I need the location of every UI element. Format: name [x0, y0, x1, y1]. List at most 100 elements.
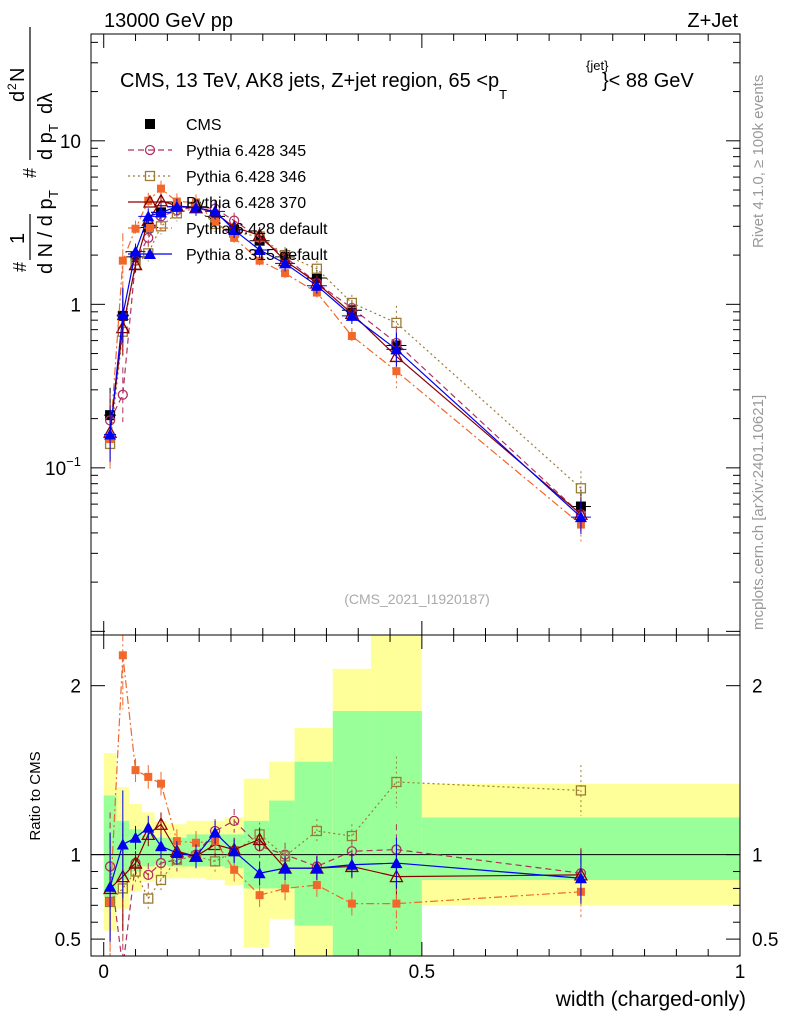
- series-line: [109, 200, 582, 515]
- legend-marker: [145, 119, 155, 129]
- legend-marker: [144, 248, 156, 259]
- ratio-point: [155, 874, 167, 886]
- data-point: [252, 227, 267, 241]
- ratio-point: [155, 857, 167, 869]
- ratio-point: [118, 651, 127, 660]
- ratio-point: [170, 846, 183, 858]
- main-title: CMS, 13 TeV, AK8 jets, Z+jet region, 65 …: [120, 58, 694, 102]
- ratio-point: [144, 772, 153, 781]
- data-point: [281, 269, 290, 278]
- ratio-point: [392, 899, 401, 908]
- legend-marker: [144, 170, 156, 182]
- analysis-watermark: (CMS_2021_I1920187): [344, 591, 490, 607]
- ratio-point: [143, 869, 154, 881]
- data-point: [118, 256, 127, 265]
- data-point: [253, 243, 266, 255]
- data-point: [155, 221, 167, 232]
- ratio-point: [129, 831, 142, 843]
- legend-label: Pythia 6.428 370: [186, 195, 306, 212]
- ratio-point: [228, 845, 241, 857]
- series-line: [109, 207, 582, 489]
- main-panel: 10−1 1 10 CMS, 13 TeV, AK8 jets, Z+jet reg…: [5, 27, 741, 636]
- data-point: [392, 367, 401, 376]
- ratio-point: [391, 776, 402, 788]
- header-left: 13000 GeV pp: [104, 10, 233, 32]
- ratio-x-tick-label: 0.5: [409, 962, 435, 983]
- data-point: [104, 428, 117, 440]
- ratio-y-tick-label: 2: [70, 677, 81, 698]
- ratio-point: [104, 880, 117, 892]
- svg-text:d p: d p: [35, 132, 57, 160]
- series-pythia-8-315-default: [104, 198, 591, 535]
- ratio-point: [310, 862, 323, 874]
- ratio-point: [118, 963, 127, 972]
- ratio-point: [128, 855, 143, 869]
- ratio-point: [312, 881, 321, 890]
- svg-text:2: 2: [5, 83, 19, 90]
- ratio-uncertainty-bands: [103, 635, 740, 956]
- rivet-label: Rivet 4.1.0, ≥ 100k events: [750, 75, 767, 248]
- main-series: [102, 180, 591, 542]
- series-line: [109, 187, 582, 526]
- ratio-point: [131, 766, 140, 775]
- ratio-point: [209, 856, 221, 867]
- data-point: [575, 483, 587, 494]
- data-point: [116, 309, 129, 321]
- ratio-point: [154, 840, 167, 852]
- data-point: [144, 196, 153, 205]
- data-point: [255, 256, 264, 265]
- ratio-y-label: Ratio to CMS: [27, 751, 44, 840]
- ratio-point: [116, 838, 129, 850]
- y-tick-label: 1: [70, 295, 81, 316]
- ratio-point: [575, 785, 587, 796]
- ratio-y-tick-label: 0.5: [55, 930, 81, 951]
- series-pythia-6-428-default: [106, 180, 585, 542]
- svg-text:d: d: [7, 91, 29, 102]
- ratio-point: [281, 884, 290, 893]
- data-point: [170, 200, 183, 212]
- ratio-y-tick-label-right: 1: [752, 846, 763, 867]
- data-point: [142, 210, 155, 222]
- data-point: [311, 263, 323, 274]
- svg-text:1: 1: [7, 233, 29, 244]
- series-pythia-6-428-345: [104, 198, 587, 532]
- series-line: [109, 206, 582, 518]
- legend-marker: [142, 194, 158, 208]
- legend-marker: [146, 224, 154, 232]
- ratio-point: [230, 865, 239, 874]
- ratio-point: [253, 867, 266, 879]
- legend-label: CMS: [186, 117, 222, 134]
- svg-text:d N / d p: d N / d p: [35, 198, 57, 274]
- ratio-point: [156, 779, 165, 788]
- ratio-point: [229, 815, 240, 826]
- svg-text:T: T: [46, 124, 61, 132]
- y-tick-label: 10: [60, 132, 81, 153]
- legend-label: Pythia 6.428 default: [186, 221, 328, 238]
- ratio-point: [209, 826, 222, 838]
- data-point: [209, 205, 222, 217]
- x-axis-label: width (charged-only): [555, 988, 746, 1011]
- data-point: [156, 184, 165, 193]
- svg-text:#: #: [10, 262, 30, 272]
- ratio-series: [102, 635, 589, 972]
- data-point: [347, 332, 356, 341]
- data-point: [131, 224, 140, 233]
- ratio-point: [574, 872, 587, 884]
- svg-text:T: T: [46, 190, 61, 198]
- data-point: [189, 201, 202, 213]
- ratio-point: [347, 899, 356, 908]
- data-point: [345, 309, 358, 321]
- y-tick-label: 10−1: [45, 454, 81, 480]
- ratio-point: [191, 838, 200, 847]
- ratio-point: [346, 830, 358, 842]
- ratio-point: [143, 893, 154, 904]
- ratio-point: [252, 832, 267, 846]
- ratio-point: [189, 850, 202, 862]
- data-point: [390, 343, 403, 355]
- series-pythia-6-428-346: [104, 199, 587, 506]
- ratio-plot-frame: [90, 634, 741, 957]
- legend-label: Pythia 6.428 346: [186, 169, 306, 186]
- ratio-point: [142, 821, 155, 833]
- ratio-point: [345, 858, 358, 870]
